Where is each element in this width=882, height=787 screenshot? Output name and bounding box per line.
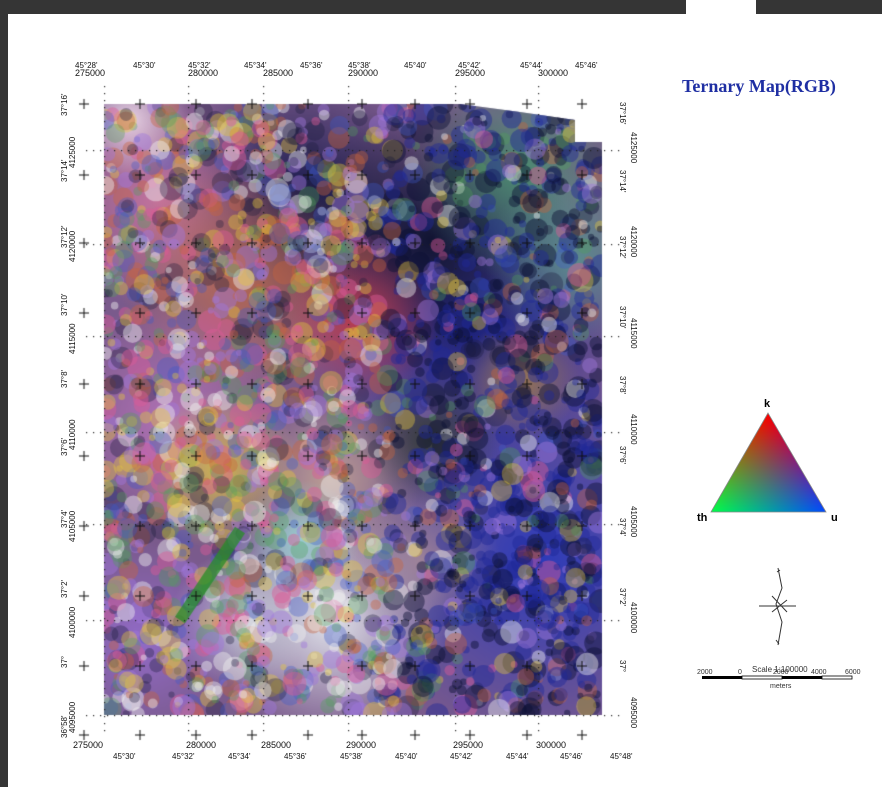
x-tick-top-1: 280000 [188,68,219,78]
ternary-label-th: th [697,512,708,524]
scale-tick-2: 2000 [773,669,789,676]
lon-bottom-3: 45°36' [284,752,307,761]
x-tick-bottom-1: 280000 [186,740,217,750]
ternary-label-u: u [831,512,838,524]
lon-top-9: 45°46' [575,61,598,70]
lon-top-4: 45°36' [300,61,323,70]
lon-top-0: 45°28' [75,61,98,70]
scale-tick-0: 2000 [697,669,713,676]
scale-label: Scale 1:100000 [752,665,808,674]
lon-bottom-1: 45°32' [172,752,195,761]
lon-bottom-5: 45°40' [395,752,418,761]
x-tick-bottom-0: 275000 [73,740,104,750]
x-tick-bottom-3: 290000 [346,740,377,750]
lon-bottom-0: 45°30' [113,752,136,761]
ternary-triangle-legend [710,412,827,513]
lon-bottom-7: 45°44' [506,752,529,761]
x-tick-bottom-2: 285000 [261,740,292,750]
lon-top-2: 45°32' [188,61,211,70]
scale-tick-1: 0 [738,669,742,676]
lon-bottom-4: 45°38' [340,752,363,761]
lon-top-5: 45°38' [348,61,371,70]
lon-top-7: 45°42' [458,61,481,70]
x-tick-top-5: 300000 [538,68,569,78]
north-arrow-icon [759,567,796,646]
lon-top-3: 45°34' [244,61,267,70]
x-tick-top-3: 290000 [348,68,379,78]
lon-top-8: 45°44' [520,61,543,70]
lon-top-6: 45°40' [404,61,427,70]
lon-bottom-8: 45°46' [560,752,583,761]
ternary-label-k: k [764,398,771,410]
x-tick-bottom-5: 300000 [536,740,567,750]
scale-bar [702,675,853,680]
x-tick-bottom-4: 295000 [453,740,484,750]
lon-bottom-6: 45°42' [450,752,473,761]
x-tick-top-2: 285000 [263,68,294,78]
lon-bottom-2: 45°34' [228,752,251,761]
scale-tick-3: 4000 [811,669,827,676]
lon-bottom-9: 45°48' [610,752,633,761]
x-tick-top-4: 295000 [455,68,486,78]
scale-tick-4: 6000 [845,669,861,676]
x-tick-top-0: 275000 [75,68,106,78]
scale-unit: meters [770,683,792,690]
lon-top-1: 45°30' [133,61,156,70]
map-title: Ternary Map(RGB) [682,76,836,96]
